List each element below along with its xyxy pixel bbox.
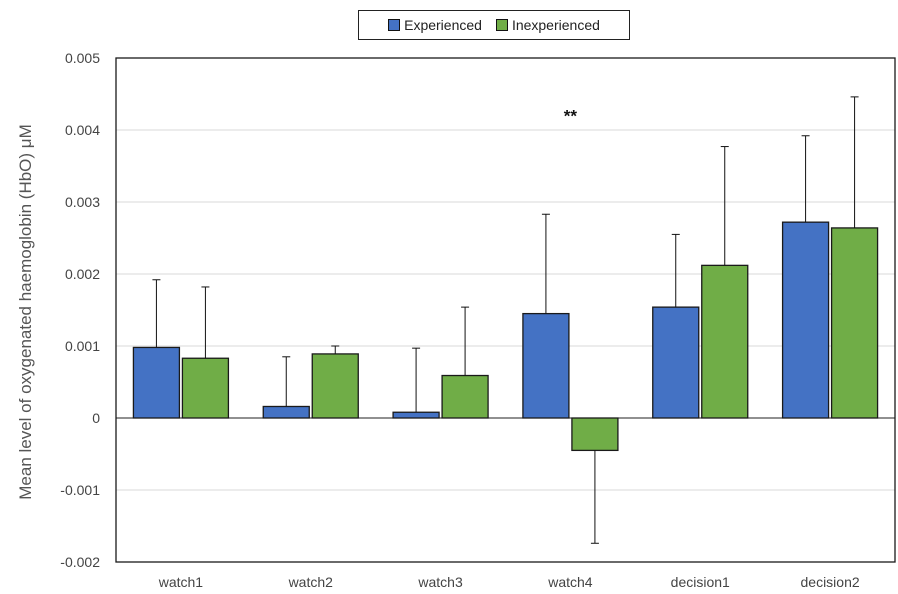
y-tick-label: 0.005 [65, 50, 100, 66]
legend-item-experienced: Experienced [388, 17, 482, 33]
bar [781, 221, 830, 419]
x-tick-label: watch4 [547, 574, 593, 590]
bar [571, 417, 619, 452]
bar [701, 264, 749, 419]
x-tick-label: watch1 [158, 574, 204, 590]
legend-swatch-experienced [388, 19, 401, 31]
bar [522, 312, 570, 419]
plot-frame [115, 57, 896, 563]
bar [262, 405, 310, 419]
bar [441, 374, 489, 419]
bar [392, 411, 440, 419]
x-tick-label: decision1 [671, 574, 730, 590]
x-tick-label: decision2 [801, 574, 860, 590]
y-tick-label: -0.002 [60, 554, 100, 570]
legend-swatch-inexperienced [495, 19, 508, 31]
significance-annotation: ** [564, 107, 578, 126]
bar [311, 353, 359, 419]
legend-item-inexperienced: Inexperienced [495, 17, 600, 33]
y-tick-label: 0.004 [65, 122, 100, 138]
x-tick-label: watch2 [288, 574, 334, 590]
bar [830, 227, 879, 419]
y-tick-label: -0.001 [60, 482, 100, 498]
y-tick-label: 0.001 [65, 338, 100, 354]
bar [181, 357, 230, 419]
y-tick-label: 0 [92, 410, 100, 426]
y-tick-label: 0.002 [65, 266, 100, 282]
bar [652, 306, 700, 419]
chart-legend: Experienced Inexperienced [358, 10, 630, 40]
legend-label-experienced: Experienced [404, 17, 482, 33]
bar [132, 346, 181, 419]
x-tick-label: watch3 [417, 574, 463, 590]
y-tick-label: 0.003 [65, 194, 100, 210]
legend-label-inexperienced: Inexperienced [511, 17, 600, 33]
